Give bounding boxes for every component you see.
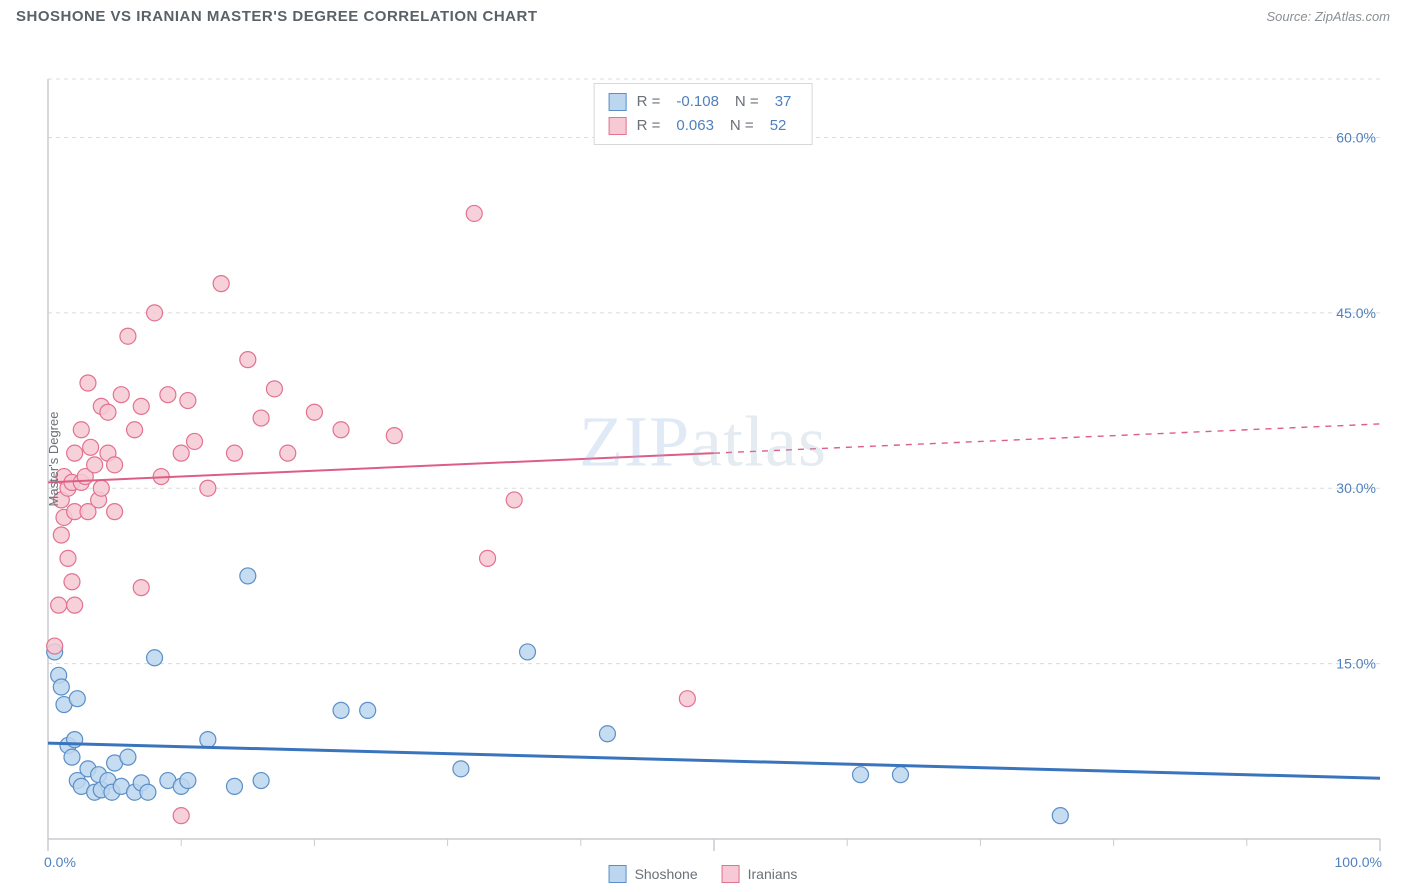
n-label: N = <box>730 114 754 138</box>
data-point <box>360 702 376 718</box>
r-value: 0.063 <box>670 114 720 138</box>
data-point <box>240 568 256 584</box>
data-point <box>253 773 269 789</box>
stats-row: R = 0.063 N = 52 <box>609 114 798 138</box>
data-point <box>386 428 402 444</box>
source-label: Source: ZipAtlas.com <box>1266 9 1390 24</box>
svg-text:30.0%: 30.0% <box>1336 480 1376 496</box>
data-point <box>87 457 103 473</box>
data-point <box>280 445 296 461</box>
data-point <box>107 457 123 473</box>
trend-line-dashed <box>714 424 1380 453</box>
scatter-chart: 15.0% 30.0% 45.0% 60.0% 0.0% 100.0% <box>0 29 1406 889</box>
data-point <box>266 381 282 397</box>
data-point <box>67 597 83 613</box>
data-point <box>453 761 469 777</box>
data-point <box>466 205 482 221</box>
data-point <box>173 445 189 461</box>
data-point <box>53 527 69 543</box>
data-point <box>107 504 123 520</box>
data-point <box>53 679 69 695</box>
legend-label: Iranians <box>748 866 798 882</box>
svg-text:15.0%: 15.0% <box>1336 656 1376 672</box>
data-point <box>147 305 163 321</box>
data-point <box>80 375 96 391</box>
data-point <box>599 726 615 742</box>
data-point <box>892 767 908 783</box>
data-point <box>226 445 242 461</box>
data-point <box>213 276 229 292</box>
data-point <box>67 445 83 461</box>
data-point <box>506 492 522 508</box>
legend-swatch <box>609 865 627 883</box>
svg-text:60.0%: 60.0% <box>1336 129 1376 145</box>
data-point <box>133 398 149 414</box>
data-point <box>120 749 136 765</box>
data-point <box>133 580 149 596</box>
data-point <box>147 650 163 666</box>
y-axis-label: Master's Degree <box>46 412 61 507</box>
bottom-legend: Shoshone Iranians <box>609 865 798 883</box>
data-point <box>127 422 143 438</box>
data-point <box>187 433 203 449</box>
svg-text:100.0%: 100.0% <box>1335 854 1382 870</box>
data-point <box>333 702 349 718</box>
data-point <box>120 328 136 344</box>
data-point <box>180 773 196 789</box>
trend-line <box>48 453 714 482</box>
r-value: -0.108 <box>670 90 725 114</box>
data-point <box>83 439 99 455</box>
data-point <box>200 480 216 496</box>
data-point <box>520 644 536 660</box>
data-point <box>100 404 116 420</box>
data-point <box>253 410 269 426</box>
data-point <box>51 597 67 613</box>
data-point <box>47 638 63 654</box>
trend-line <box>48 743 1380 778</box>
legend-item: Iranians <box>722 865 798 883</box>
data-point <box>160 387 176 403</box>
legend-swatch <box>722 865 740 883</box>
data-point <box>306 404 322 420</box>
stats-legend-box: R =-0.108N =37R =0.063N =52 <box>594 83 813 145</box>
data-point <box>240 352 256 368</box>
data-point <box>93 480 109 496</box>
data-point <box>480 550 496 566</box>
data-point <box>140 784 156 800</box>
svg-text:45.0%: 45.0% <box>1336 305 1376 321</box>
r-label: R = <box>637 90 661 114</box>
data-point <box>679 691 695 707</box>
legend-item: Shoshone <box>609 865 698 883</box>
data-point <box>853 767 869 783</box>
n-value: 37 <box>769 90 798 114</box>
data-point <box>60 550 76 566</box>
series-swatch <box>609 93 627 111</box>
chart-area: Master's Degree 15.0% 30.0% 45.0% 60.0% 0.0%… <box>0 29 1406 889</box>
svg-text:0.0%: 0.0% <box>44 854 76 870</box>
data-point <box>180 393 196 409</box>
data-point <box>333 422 349 438</box>
r-label: R = <box>637 114 661 138</box>
series-swatch <box>609 117 627 135</box>
data-point <box>69 691 85 707</box>
n-label: N = <box>735 90 759 114</box>
chart-title: SHOSHONE VS IRANIAN MASTER'S DEGREE CORR… <box>16 8 538 25</box>
data-point <box>173 808 189 824</box>
data-point <box>113 387 129 403</box>
legend-label: Shoshone <box>635 866 698 882</box>
data-point <box>1052 808 1068 824</box>
data-point <box>226 778 242 794</box>
data-point <box>73 422 89 438</box>
data-point <box>200 732 216 748</box>
n-value: 52 <box>764 114 793 138</box>
data-point <box>64 574 80 590</box>
stats-row: R = -0.108 N = 37 <box>609 90 798 114</box>
data-point <box>64 749 80 765</box>
